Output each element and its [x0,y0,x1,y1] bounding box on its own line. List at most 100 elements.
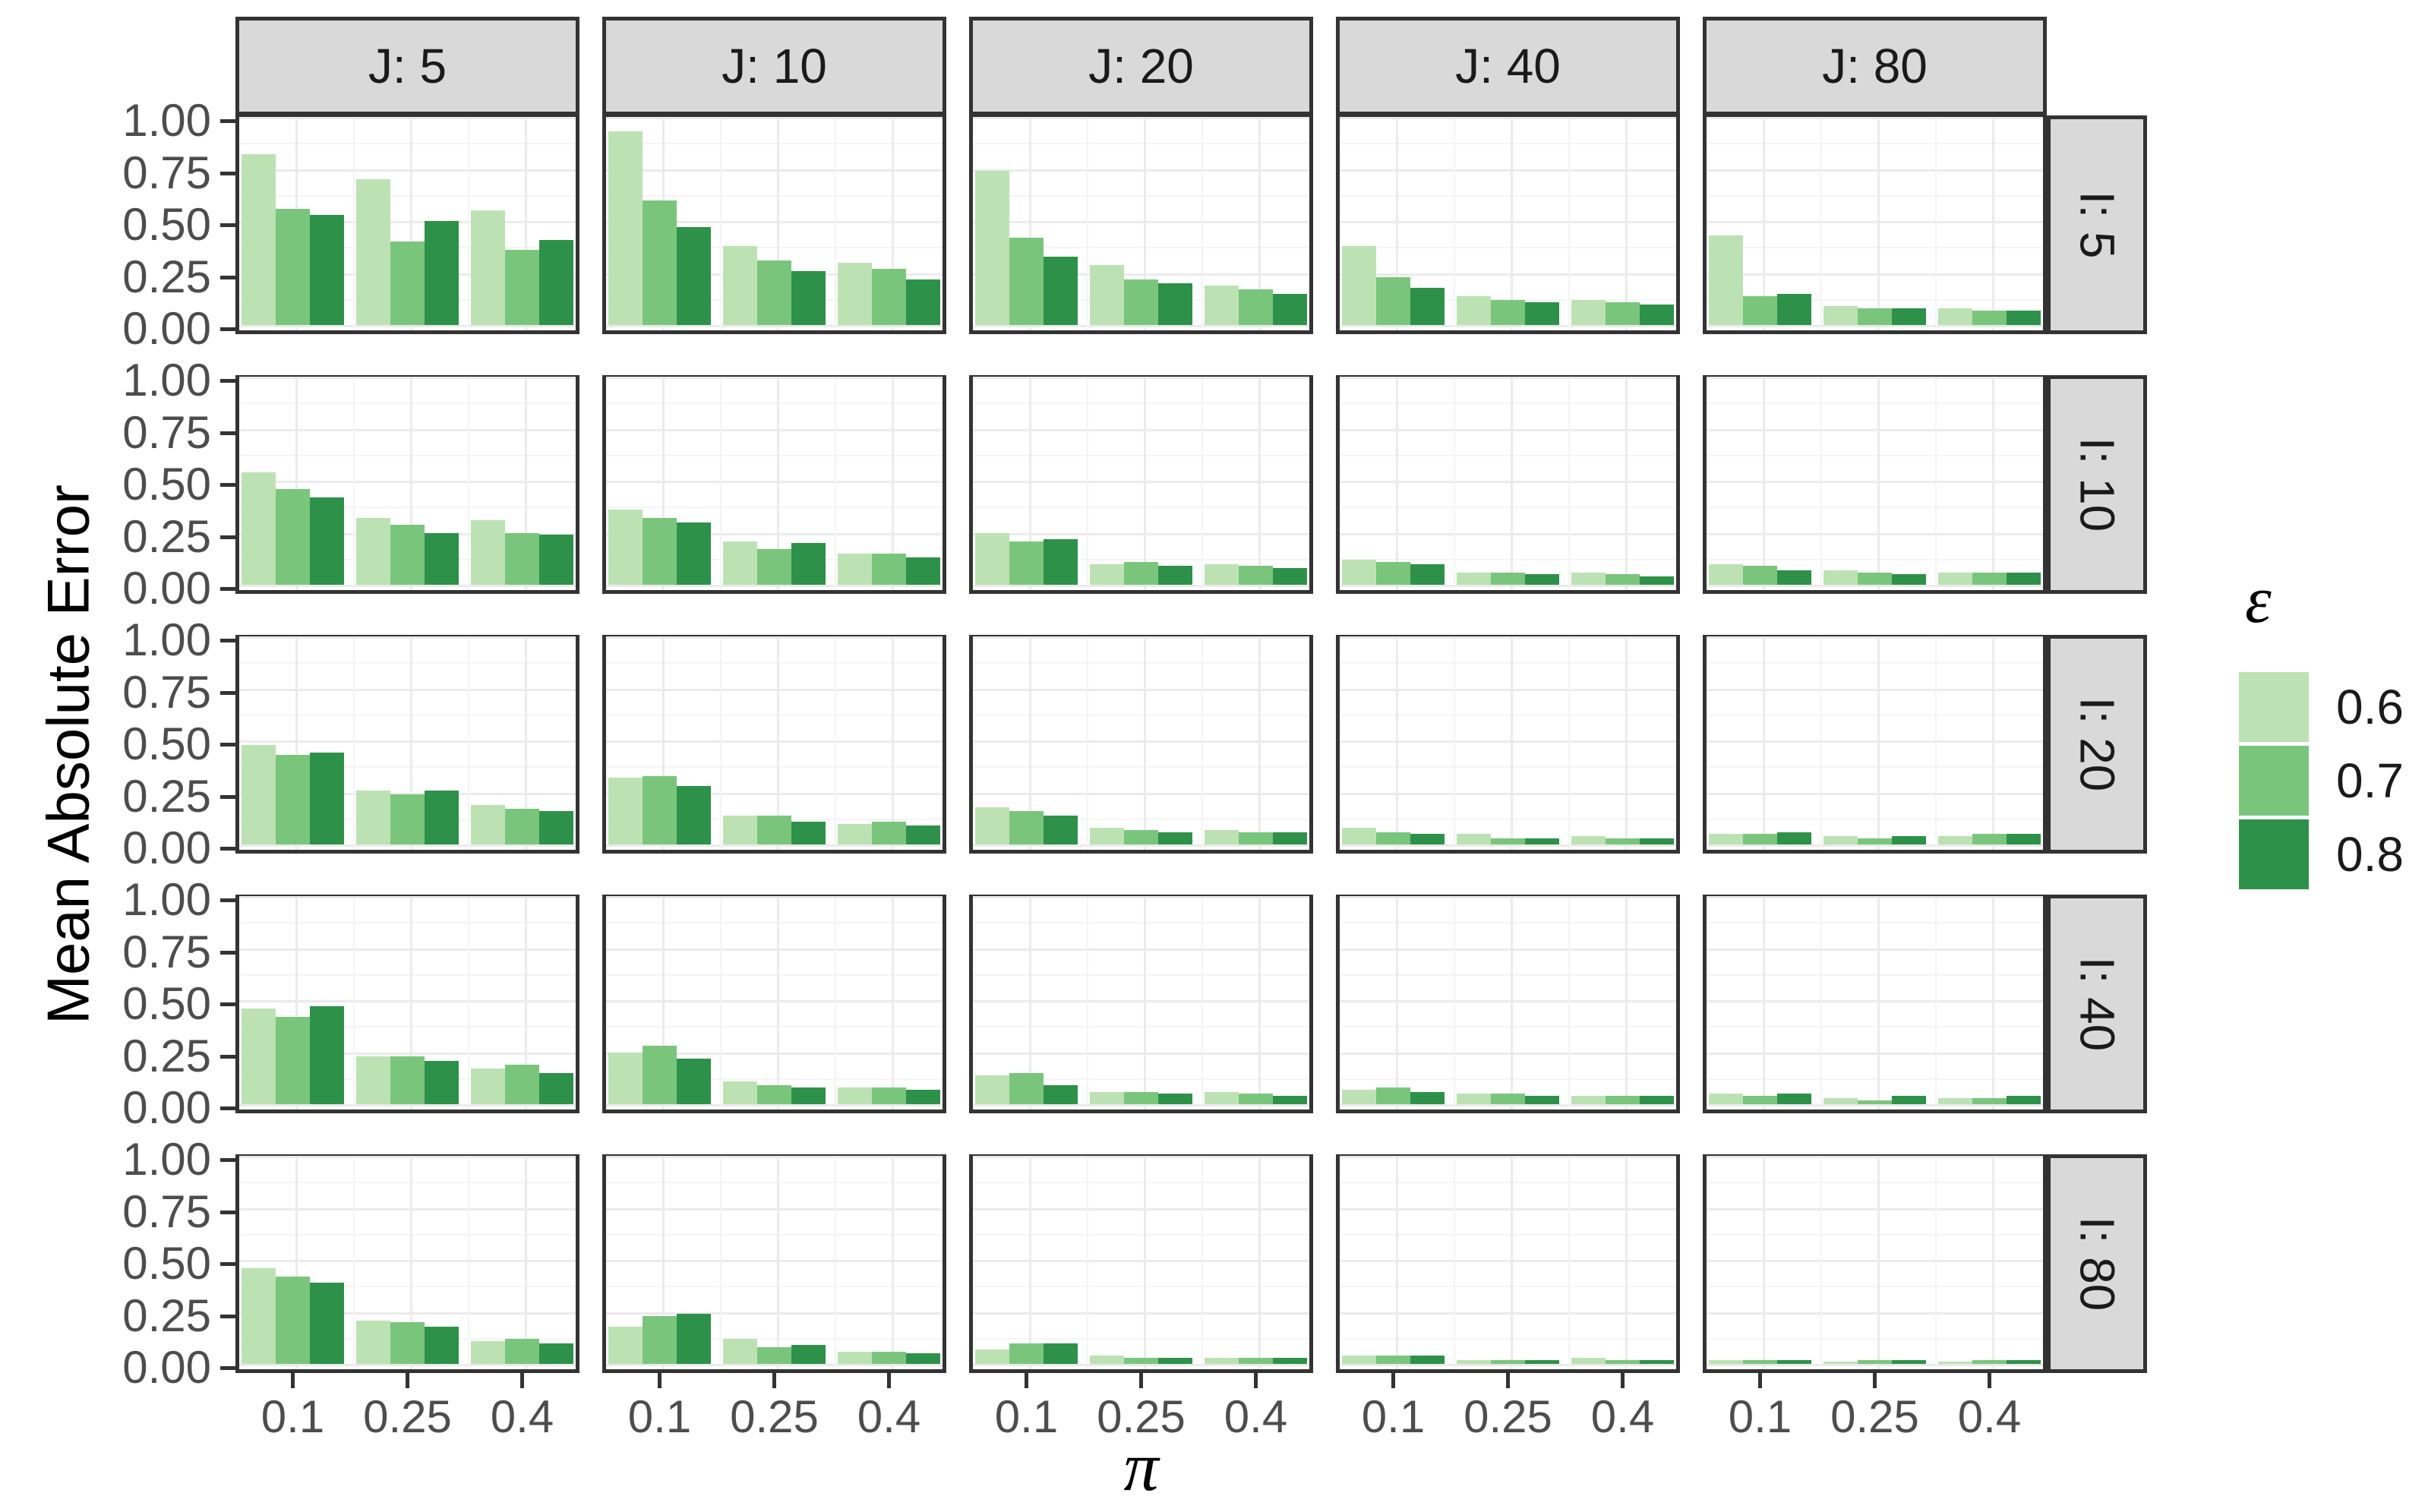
bar [1709,235,1743,325]
bar [1491,1094,1525,1104]
gridline-horizontal [239,1000,576,1002]
gridline-vertical [468,119,469,330]
bar [1376,561,1410,585]
gridline-vertical [353,639,355,850]
gridline-vertical [353,1158,355,1369]
bar [1640,838,1674,844]
bar [643,1046,677,1104]
y-tick-label: 0.75 [122,1185,211,1237]
gridline-horizontal [973,169,1309,172]
y-tick-label: 0.75 [122,666,211,718]
bar [1342,560,1376,585]
gridline-horizontal [239,688,576,691]
x-tick-label: 0.4 [1957,1391,2022,1442]
facet-panel [602,895,946,1113]
x-axis-tick [1758,1373,1762,1388]
gridline-vertical [468,898,469,1110]
gridline-horizontal [239,377,576,379]
y-tick-label: 0.75 [122,406,211,458]
bar [2007,310,2041,325]
x-tick-label: 0.4 [490,1391,554,1442]
gridline-horizontal [1707,844,2043,847]
gridline-horizontal [606,1364,943,1366]
facet-panel [235,115,579,334]
bar [1777,832,1811,844]
gridline-horizontal [1340,273,1676,276]
gridline-horizontal [606,1156,943,1158]
bar [1273,832,1307,844]
bar [872,1351,906,1364]
bar [608,1052,643,1104]
legend-label: 0.8 [2336,827,2404,882]
bar [2007,572,2041,585]
gridline-vertical [1258,119,1261,330]
bar [1009,237,1044,325]
gridline-horizontal [1340,636,1676,639]
bar [471,210,505,325]
gridline-horizontal [1707,922,2043,924]
facet-panel [602,115,946,334]
y-tick-label: 0.25 [122,1289,211,1341]
gridline-horizontal [973,896,1309,898]
facet-row-label: I: 5 [2070,191,2124,259]
facet-row-strip: I: 40 [2047,895,2147,1113]
gridline-vertical [1511,119,1513,330]
bar [1709,834,1743,844]
bar [838,262,872,325]
gridline-horizontal [973,1207,1309,1211]
y-tick-label: 0.00 [122,1342,211,1393]
bar [608,510,643,585]
gridline-horizontal [1707,1000,2043,1002]
bar [906,1353,940,1364]
bar [425,1060,459,1104]
gridline-horizontal [606,662,943,664]
bar [1823,836,1858,844]
bar [906,1089,940,1104]
gridline-horizontal [1340,247,1676,249]
bar [1892,574,1926,585]
gridline-horizontal [606,948,943,951]
gridline-horizontal [973,844,1309,847]
gridline-horizontal [1707,714,2043,716]
y-axis-tick [220,950,235,955]
bar [1525,838,1559,844]
gridline-horizontal [239,766,576,769]
bar [906,279,940,325]
y-axis-tick [220,223,235,227]
gridline-vertical [1992,639,1994,850]
bar [1938,1362,1972,1364]
gridline-horizontal [239,143,576,145]
gridline-horizontal [973,117,1309,119]
gridline-vertical [525,119,527,330]
gridline-horizontal [239,1233,576,1236]
gridline-vertical [777,898,779,1110]
gridline-horizontal [973,1104,1309,1106]
bar [757,1347,791,1364]
bar [1009,811,1044,844]
gridline-vertical [1087,639,1088,850]
bar [1743,295,1777,325]
gridline-vertical [1763,1158,1765,1369]
bar [1777,570,1811,585]
gridline-vertical [892,379,894,590]
gridline-vertical [1511,1158,1513,1369]
gridline-horizontal [1340,1182,1676,1184]
gridline-vertical [1763,898,1765,1110]
bar [1743,834,1777,844]
bar [1410,1091,1445,1104]
gridline-horizontal [239,636,576,639]
bar [1938,572,1972,585]
gridline-horizontal [606,740,943,743]
x-axis-tick [772,1373,776,1388]
bar [1158,566,1192,585]
bar [975,807,1009,844]
bar [677,227,711,325]
bar [1972,572,2007,585]
bar [791,1345,826,1364]
bar [643,1316,677,1364]
gridline-horizontal [239,740,576,743]
gridline-horizontal [1707,974,2043,976]
y-tick-label: 0.25 [122,770,211,822]
bar [356,518,390,585]
gridline-horizontal [1340,1156,1676,1158]
